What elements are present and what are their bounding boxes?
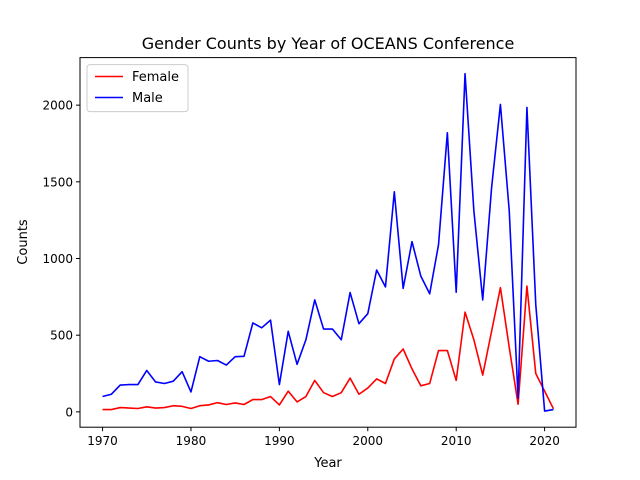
y-axis-ticks: 0 500 1000 1500 2000 [42,99,80,419]
x-tick-label: 1990 [264,434,295,448]
x-tick-label: 2000 [353,434,384,448]
x-tick-label: 2020 [529,434,560,448]
series-lines [102,72,555,412]
chart-title: Gender Counts by Year of OCEANS Conferen… [142,34,515,53]
legend-female-label: Female [132,70,179,85]
y-axis-label: Counts [16,219,31,265]
series-line-male [102,72,554,412]
x-tick-label: 2010 [441,434,472,448]
y-tick-label: 2000 [42,99,73,113]
series-line-female [102,285,555,411]
y-tick-label: 1500 [42,175,73,189]
y-tick-label: 1000 [42,252,73,266]
legend: Female Male [86,64,189,113]
x-tick-label: 1980 [176,434,207,448]
x-tick-label: 1970 [87,434,118,448]
y-tick-label: 500 [50,329,73,343]
legend-male-label: Male [132,91,163,106]
plot-frame [79,57,577,428]
x-axis-ticks: 1970 1980 1990 2000 2010 2020 [87,427,560,448]
y-tick-label: 0 [65,405,73,419]
x-axis-label: Year [313,456,342,471]
